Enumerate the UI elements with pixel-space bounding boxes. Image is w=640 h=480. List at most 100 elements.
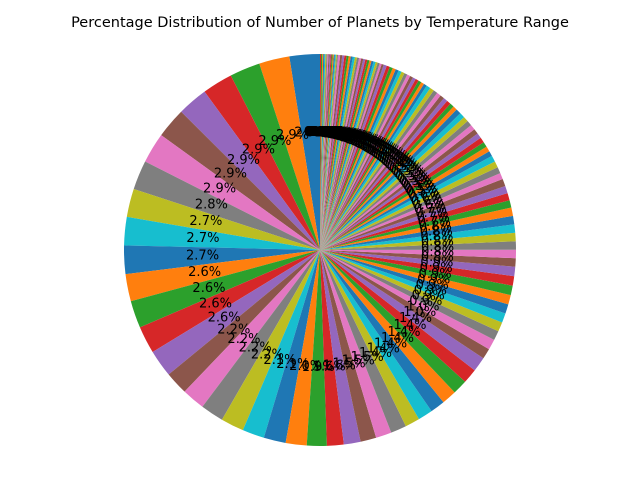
slice-percent-label: 2.9% (242, 142, 275, 157)
pie-slice (320, 54, 332, 250)
pie-slice (320, 67, 396, 251)
pie-slice (320, 60, 372, 250)
pie-slice (320, 54, 335, 250)
pie-slice (320, 70, 402, 251)
pie-slice (320, 58, 364, 250)
pie-slice (320, 55, 343, 250)
pie-slice (320, 129, 478, 250)
pie-slices (123, 53, 517, 447)
slice-percent-label: 0.9% (412, 289, 445, 304)
pie-slice (320, 173, 503, 250)
slice-percent-label: 0.4% (373, 147, 406, 162)
pie-slice (320, 54, 334, 250)
slice-percent-label: 0.2% (330, 128, 363, 143)
slice-percent-label: 0.9% (419, 267, 452, 282)
slice-percent-label: 2.6% (188, 265, 221, 280)
slice-percent-label: 2.8% (195, 198, 228, 213)
slice-percent-label: 0.4% (379, 152, 412, 167)
slice-percent-label: 0.1% (308, 125, 341, 140)
slice-percent-label: 0.1% (310, 125, 343, 140)
slice-percent-label: 2.2% (251, 348, 284, 363)
slice-percent-label: 0.6% (409, 191, 442, 206)
pie-slice (320, 56, 351, 250)
pie-slice (289, 54, 320, 250)
pie-slice (259, 56, 320, 251)
slice-percent-label: 0.4% (377, 151, 410, 166)
pie-slice (320, 57, 358, 250)
pie-slice (320, 77, 416, 250)
slice-percent-label: 0.9% (420, 255, 453, 270)
pie-slice (320, 54, 338, 251)
pie-slice (320, 125, 475, 250)
slice-percent-label: 1.5% (333, 356, 366, 371)
pie-slice (202, 250, 320, 420)
pie-slice (320, 64, 387, 250)
slice-percent-label: 2.7% (186, 248, 219, 263)
pie-slice (130, 250, 320, 328)
pie-slice (320, 106, 457, 250)
pie-slice (320, 54, 329, 250)
slice-percent-label: 2.9% (258, 134, 291, 149)
pie-slice (124, 216, 320, 250)
pie-slice (320, 109, 461, 250)
slice-percent-label: 0.2% (333, 129, 366, 144)
pie-slice (320, 54, 331, 251)
slice-percent-label: 1.5% (351, 350, 384, 365)
pie-slice (320, 151, 492, 250)
slice-percent-label: 0.4% (385, 157, 418, 172)
slice-percent-label: 0.8% (421, 235, 454, 250)
slice-percent-label: 0.8% (421, 245, 454, 260)
chart-title: Percentage Distribution of Number of Pla… (71, 15, 569, 31)
slice-percent-label: 0.1% (306, 125, 339, 140)
slice-percent-label: 0.5% (403, 179, 436, 194)
slice-percent-label: 0.1% (312, 125, 345, 140)
pie-slice (320, 250, 499, 340)
slice-percent-label: 0.5% (391, 164, 424, 179)
slice-percent-label: 2.2% (217, 322, 250, 337)
slice-percent-label: 0.3% (365, 142, 398, 157)
slice-percent-label: 0.9% (417, 272, 450, 287)
pie-slice (320, 95, 444, 250)
pie-slice (320, 53, 322, 251)
slice-percent-label: 0.1% (305, 125, 338, 140)
slice-percent-label: 0.2% (339, 130, 372, 145)
slice-percent-label: 0.2% (334, 129, 367, 144)
pie-slice (320, 200, 512, 250)
slice-percent-label: 0.3% (350, 134, 383, 149)
slice-percent-label: 0.2% (320, 126, 353, 141)
slice-percent-label: 0.5% (406, 185, 439, 200)
pie-slice (123, 245, 321, 275)
slice-percent-label: 2.6% (192, 281, 225, 296)
slice-percent-label: 0.8% (420, 230, 453, 245)
pie-slice (320, 186, 508, 250)
pie-slice (320, 250, 503, 332)
pie-slice (221, 250, 320, 431)
slice-percent-label: 0.1% (314, 125, 347, 140)
slice-percent-label: 2.6% (199, 296, 232, 311)
pie-slice (320, 250, 509, 314)
slice-percent-label: 0.7% (418, 215, 451, 230)
pie-slice (320, 56, 355, 250)
slice-percent-label: 0.1% (311, 125, 344, 140)
slice-percent-label: 0.4% (383, 156, 416, 171)
pie-slice (320, 55, 349, 250)
pie-slice (320, 250, 495, 350)
pie-slice (320, 155, 495, 250)
slice-percent-label: 1.6% (313, 360, 346, 375)
pie-slice (320, 250, 515, 286)
pie-slice (161, 111, 320, 250)
slice-percent-label: 0.2% (316, 126, 349, 141)
pie-slice (320, 133, 481, 250)
pie-slice (320, 85, 431, 250)
pie-slice (285, 250, 320, 446)
slice-percent-label: 0.8% (421, 250, 454, 265)
pie-slice (320, 250, 432, 420)
pie-slice (320, 193, 510, 250)
slice-percent-label: 1.4% (387, 325, 420, 340)
pie-slice (145, 135, 320, 250)
pie-slice (320, 57, 362, 250)
slice-percent-label: 0.3% (344, 132, 377, 147)
slice-percent-label: 0.5% (389, 162, 422, 177)
pie-slice (320, 54, 330, 251)
pie-slice (320, 54, 336, 250)
